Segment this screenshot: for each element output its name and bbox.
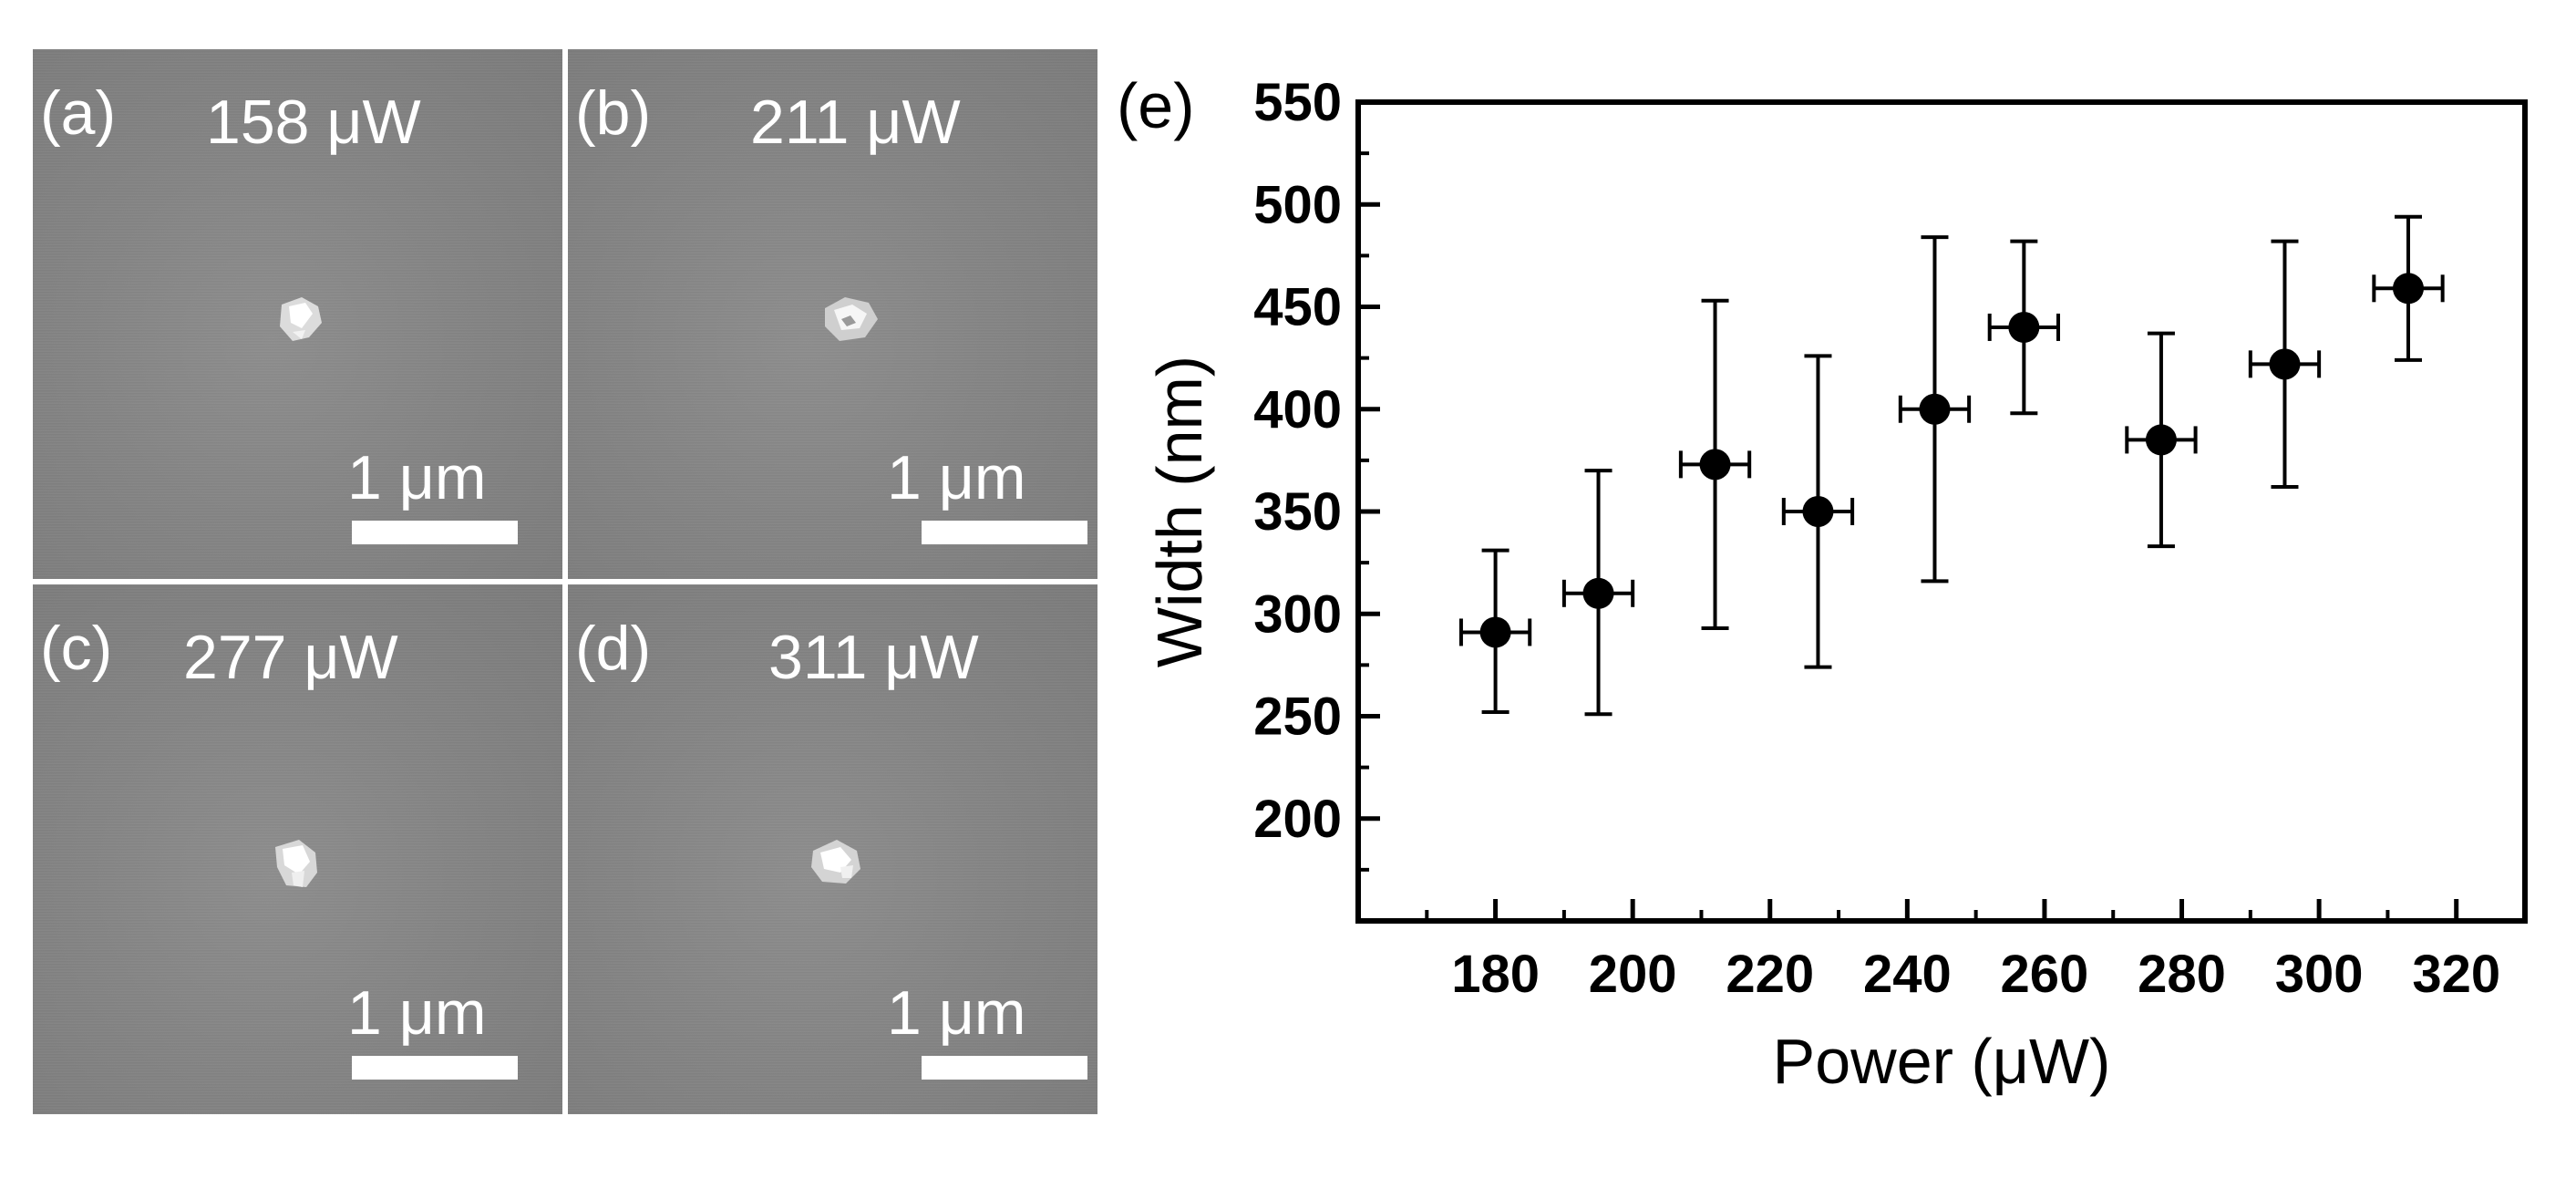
panel-letter: (e) [1117, 70, 1195, 141]
scale-bar-label: 1 μm [347, 443, 487, 512]
x-tick-label: 200 [1589, 945, 1677, 1004]
data-point [2372, 214, 2445, 362]
sem-panel-d: (d) 311 μW 1 μm [568, 584, 1097, 1114]
x-tick-label: 220 [1726, 945, 1814, 1004]
point-marker [2008, 311, 2040, 343]
y-tick-label: 500 [1253, 175, 1342, 234]
y-tick-label: 550 [1253, 73, 1342, 132]
x-tick-label: 180 [1451, 945, 1540, 1004]
sem-panel-a: (a) 158 μW 1 μm [33, 49, 562, 579]
x-tick-label: 280 [2138, 945, 2226, 1004]
data-point [2125, 331, 2198, 549]
data-points [1458, 214, 2445, 717]
y-tick-label: 400 [1253, 380, 1342, 439]
panel-power-label: 311 μW [768, 623, 979, 692]
point-marker [2393, 273, 2424, 305]
x-tick-label: 240 [1863, 945, 1952, 1004]
y-axis-ticks: 200 250 300 350 400 450 500 550 [1253, 73, 1380, 872]
scale-bar-label: 1 μm [887, 978, 1026, 1048]
panel-power-label: 211 μW [750, 88, 961, 157]
data-point [1898, 235, 1972, 584]
x-axis-ticks: 180 200 220 240 260 280 300 320 [1425, 899, 2500, 1004]
y-axis-label: Width (nm) [1144, 356, 1215, 667]
panel-letter: (a) [40, 78, 117, 148]
point-marker [1699, 449, 1731, 481]
data-point [2248, 239, 2322, 490]
x-tick-label: 260 [2001, 945, 2089, 1004]
panel-power-label: 277 μW [183, 623, 398, 692]
scale-bar [922, 521, 1087, 544]
data-point [1781, 354, 1855, 669]
x-tick-label: 320 [2412, 945, 2500, 1004]
y-tick-label: 300 [1253, 584, 1342, 644]
nanoparticle [280, 297, 322, 341]
panel-letter: (b) [575, 78, 652, 148]
point-marker [2269, 348, 2301, 380]
panel-letter: (d) [575, 614, 652, 683]
nanoparticle [825, 297, 878, 341]
plot-frame [1355, 99, 2528, 924]
data-point [1561, 469, 1635, 717]
y-tick-label: 200 [1253, 790, 1342, 849]
point-marker [1802, 496, 1834, 527]
sem-image-grid: (a) 158 μW 1 μm (b) 211 μW 1 μm (c) 277 … [33, 49, 1097, 1114]
x-axis-label: Power (μW) [1773, 1026, 2111, 1097]
scale-bar [922, 1056, 1087, 1080]
point-marker [1582, 577, 1614, 609]
x-tick-label: 300 [2275, 945, 2364, 1004]
data-point [1678, 298, 1752, 630]
data-point [1987, 239, 2060, 416]
nanoparticle [811, 840, 860, 884]
point-marker [1919, 393, 1951, 425]
scale-bar [352, 1056, 518, 1080]
panel-letter: (c) [40, 614, 113, 683]
scale-bar [352, 521, 518, 544]
y-tick-label: 450 [1253, 278, 1342, 337]
point-marker [1479, 616, 1511, 648]
nanoparticle [275, 840, 317, 887]
panel-power-label: 158 μW [206, 88, 421, 157]
data-point [1458, 548, 1532, 715]
scale-bar-label: 1 μm [347, 978, 487, 1048]
scale-bar-label: 1 μm [887, 443, 1026, 512]
width-vs-power-chart: (e) 200 250 300 350 400 450 500 550 180 200 220 24… [1117, 70, 2528, 1097]
point-marker [2145, 424, 2177, 456]
sem-panel-b: (b) 211 μW 1 μm [568, 49, 1097, 579]
y-tick-label: 250 [1253, 687, 1342, 747]
sem-panel-c: (c) 277 μW 1 μm [33, 584, 562, 1114]
y-tick-label: 350 [1253, 482, 1342, 542]
